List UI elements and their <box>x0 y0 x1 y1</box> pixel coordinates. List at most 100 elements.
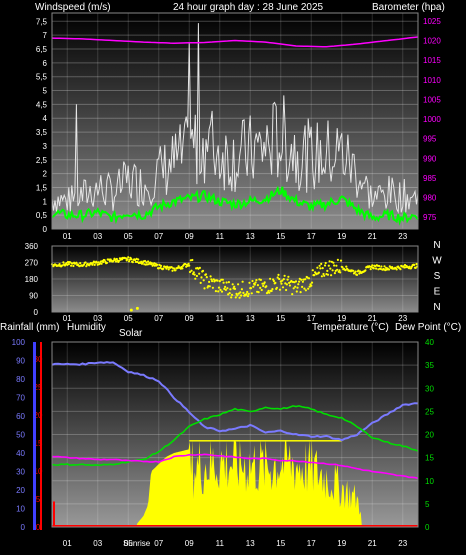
graph-title: 24 hour graph day : 28 June 2025 <box>173 2 324 13</box>
temperature-tick-label: 25 <box>425 407 434 416</box>
direction-point <box>316 266 319 269</box>
direction-tick-label: 0 <box>34 308 39 317</box>
direction-hour-label: 05 <box>124 314 133 323</box>
compass-label: S <box>434 271 441 282</box>
direction-point <box>221 278 224 281</box>
barometer-tick-label: 1005 <box>423 95 441 104</box>
temperature-tick-label: 35 <box>425 361 434 370</box>
direction-point <box>188 270 192 274</box>
direction-point <box>224 288 227 291</box>
direction-point <box>237 283 240 286</box>
direction-point <box>283 274 286 277</box>
direction-point <box>91 263 94 266</box>
wind-panel-frame <box>51 12 419 230</box>
direction-point <box>102 260 105 264</box>
direction-point <box>236 294 239 297</box>
direction-point <box>187 262 190 265</box>
direction-point <box>162 267 165 270</box>
direction-point <box>408 265 411 268</box>
climate-hour-label: 11 <box>216 539 225 548</box>
direction-point <box>130 258 133 261</box>
direction-point <box>278 288 282 291</box>
climate-hour-label: 21 <box>368 539 377 548</box>
humidity-tick-label: 60 <box>16 412 25 421</box>
direction-tick-label: 90 <box>29 292 38 301</box>
direction-point <box>72 264 75 268</box>
direction-point <box>233 287 237 290</box>
direction-hour-label: 23 <box>398 314 407 323</box>
direction-point <box>204 273 208 276</box>
direction-hour-label: 01 <box>63 314 72 323</box>
direction-point <box>93 263 96 266</box>
direction-hour-label: 17 <box>307 314 316 323</box>
direction-point <box>147 260 150 263</box>
direction-point <box>208 285 211 288</box>
direction-point <box>336 268 339 271</box>
wind-tick-label: 7,5 <box>36 17 48 26</box>
barometer-line <box>51 36 419 48</box>
direction-point <box>336 258 339 261</box>
direction-point <box>403 263 407 267</box>
direction-point <box>227 293 230 296</box>
direction-point <box>195 274 198 278</box>
barometer-tick-label: 1010 <box>423 76 441 85</box>
direction-point <box>190 269 193 272</box>
direction-point <box>67 263 70 266</box>
wind-hour-label: 17 <box>307 232 316 241</box>
direction-point <box>288 281 291 284</box>
climate-panel-axes: 0510152025303540010203040506070809010005… <box>12 338 435 548</box>
direction-point <box>310 281 314 284</box>
direction-point <box>287 275 290 278</box>
barometer-tick-label: 975 <box>423 213 437 222</box>
direction-point <box>300 278 303 281</box>
direction-point <box>114 260 118 263</box>
direction-tick-label: 270 <box>25 259 39 268</box>
direction-point <box>229 288 232 291</box>
climate-hour-label: 15 <box>276 539 285 548</box>
direction-point <box>103 259 106 262</box>
direction-point <box>320 275 323 278</box>
rain-tick-label: 15 <box>34 439 43 448</box>
direction-point <box>352 269 355 272</box>
direction-point <box>395 268 398 271</box>
direction-point <box>304 278 307 281</box>
direction-point <box>307 277 311 280</box>
direction-point <box>223 287 226 290</box>
temperature-tick-label: 40 <box>425 338 434 347</box>
direction-point <box>371 264 374 267</box>
rain-tick-label: 30 <box>34 355 43 364</box>
rain-tick-label: 0 <box>36 523 41 532</box>
direction-point <box>327 264 330 267</box>
direction-point <box>240 288 243 291</box>
solar-area <box>52 440 418 527</box>
direction-point <box>82 263 86 266</box>
direction-point <box>159 264 163 267</box>
humidity-line <box>51 361 419 442</box>
humidity-tick-label: 30 <box>16 468 25 477</box>
direction-point <box>330 260 333 263</box>
direction-point <box>280 282 283 285</box>
direction-point <box>248 281 251 284</box>
wind-hour-label: 01 <box>63 232 72 241</box>
barometer-tick-label: 1000 <box>423 115 441 124</box>
barometer-tick-label: 1025 <box>423 17 441 26</box>
direction-point <box>228 292 231 295</box>
barometer-tick-label: 985 <box>423 174 437 183</box>
wind-hour-label: 05 <box>124 232 133 241</box>
direction-tick-label: 360 <box>25 242 39 251</box>
direction-point <box>320 262 323 265</box>
direction-point <box>267 289 270 292</box>
wind-tick-label: 1,5 <box>36 183 48 192</box>
direction-point <box>341 266 344 269</box>
direction-point <box>323 274 326 277</box>
direction-point <box>286 278 289 281</box>
humidity-tick-label: 10 <box>16 505 25 514</box>
wind-panel-grid <box>52 13 418 230</box>
direction-point <box>214 290 217 293</box>
direction-point <box>292 287 295 290</box>
direction-point <box>355 273 359 276</box>
barometer-tick-label: 995 <box>423 135 437 144</box>
direction-panel-background <box>52 246 418 312</box>
direction-point <box>202 279 205 282</box>
climate-hour-label: 13 <box>246 539 255 548</box>
